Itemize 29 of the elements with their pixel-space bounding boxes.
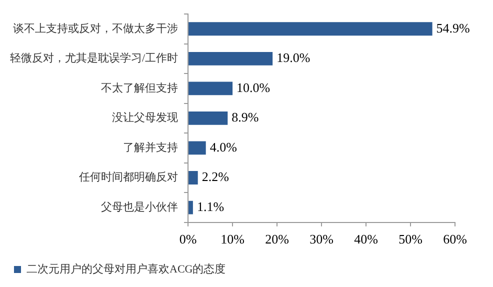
bar — [188, 52, 273, 66]
y-tick-label: 轻微反对，尤其是耽误学习/工作时 — [10, 52, 178, 65]
bar — [188, 112, 228, 125]
bar — [188, 141, 206, 155]
data-label: 54.9% — [436, 20, 470, 36]
legend-label: 二次元用户的父母对用户喜欢ACG的态度 — [26, 262, 226, 276]
data-label: 19.0% — [276, 50, 310, 66]
x-tick-label: 50% — [398, 232, 423, 247]
y-tick-label: 没让父母发现 — [112, 111, 178, 124]
data-label: 2.2% — [202, 169, 230, 184]
bar — [188, 200, 193, 214]
x-tick-label: 40% — [354, 232, 378, 247]
y-tick-label: 了解并支持 — [123, 140, 178, 154]
x-tick-label: 10% — [220, 232, 245, 247]
x-tick-label: 20% — [265, 232, 290, 247]
bar — [188, 22, 432, 36]
x-tick-label: 0% — [179, 232, 197, 247]
y-tick-label: 谈不上支持或反对，不做太多干涉 — [13, 22, 178, 35]
data-label: 4.0% — [210, 139, 238, 154]
bar — [188, 171, 198, 184]
bar — [188, 82, 233, 96]
data-label: 8.9% — [232, 110, 259, 125]
y-tick-label: 不太了解但支持 — [101, 81, 178, 94]
x-tick-label: 60% — [443, 232, 468, 247]
y-tick-label: 任何时间都明确反对 — [78, 170, 178, 184]
y-tick-label: 父母也是小伙伴 — [101, 200, 178, 214]
data-label: 10.0% — [236, 80, 270, 95]
data-label: 1.1% — [196, 198, 224, 214]
x-tick-label: 30% — [310, 232, 334, 247]
